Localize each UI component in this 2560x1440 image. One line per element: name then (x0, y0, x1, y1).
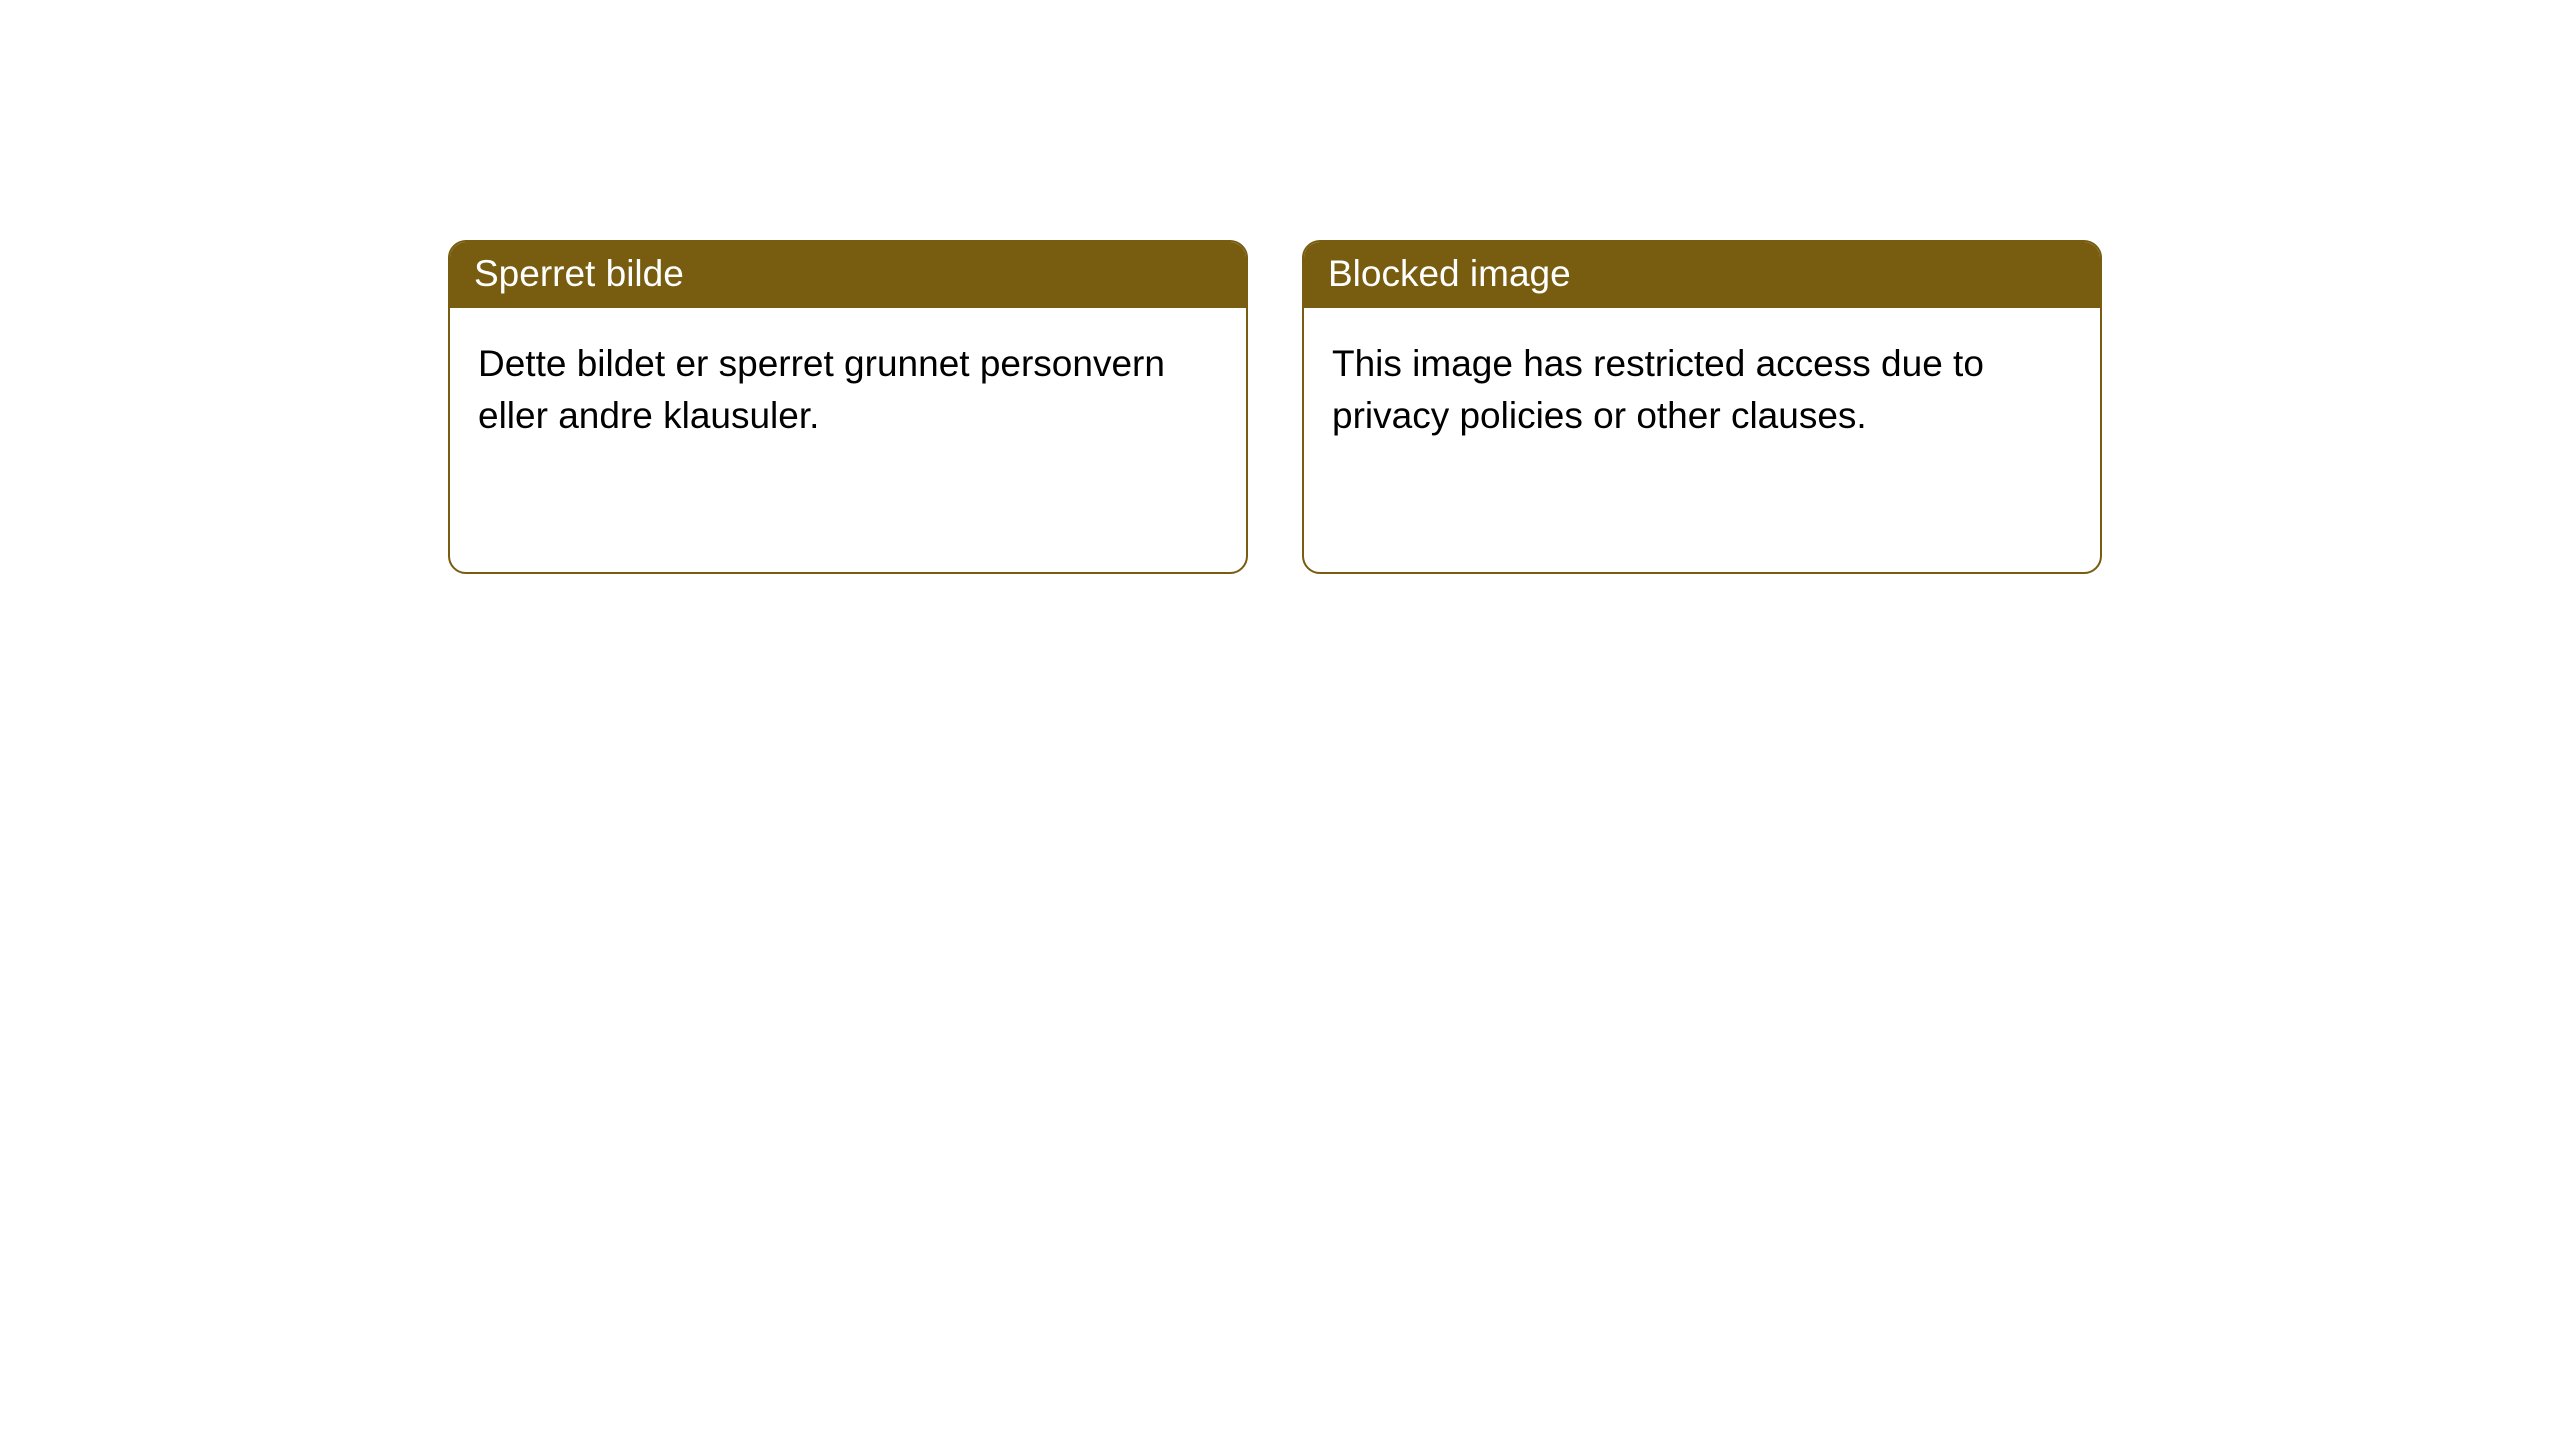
notice-card-english: Blocked image This image has restricted … (1302, 240, 2102, 574)
card-title-norwegian: Sperret bilde (450, 242, 1246, 308)
card-body-english: This image has restricted access due to … (1304, 308, 2100, 472)
notice-container: Sperret bilde Dette bildet er sperret gr… (0, 0, 2560, 574)
notice-card-norwegian: Sperret bilde Dette bildet er sperret gr… (448, 240, 1248, 574)
card-body-norwegian: Dette bildet er sperret grunnet personve… (450, 308, 1246, 472)
card-title-english: Blocked image (1304, 242, 2100, 308)
